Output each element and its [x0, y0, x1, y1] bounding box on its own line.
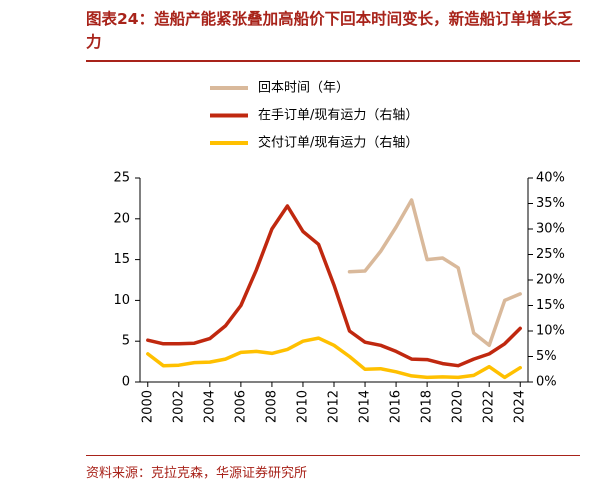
- x-tick-label: 2002: [171, 390, 186, 423]
- x-tick-label: 2018: [420, 390, 435, 423]
- y-tick-label: 20: [113, 211, 130, 226]
- y-tick-label: 10: [113, 293, 130, 308]
- y2-tick-label: 30%: [536, 222, 565, 237]
- y2-tick-label: 20%: [536, 273, 565, 288]
- legend-label: 交付订单/现有运力（右轴）: [258, 135, 418, 151]
- x-tick-label: 2006: [233, 390, 248, 423]
- x-tick-label: 2014: [358, 390, 373, 423]
- y-tick-label: 0: [122, 375, 130, 390]
- y2-tick-label: 0%: [536, 375, 557, 390]
- y2-tick-label: 10%: [536, 324, 565, 339]
- title-rule: [86, 60, 580, 62]
- y-tick-label: 25: [113, 171, 130, 186]
- y2-tick-label: 15%: [536, 298, 565, 313]
- y2-tick-label: 40%: [536, 171, 565, 186]
- x-tick-label: 2008: [264, 390, 279, 423]
- y2-tick-label: 5%: [536, 349, 557, 364]
- x-tick-label: 2024: [513, 390, 528, 423]
- x-tick-label: 2012: [327, 390, 342, 423]
- x-tick-label: 2020: [451, 390, 466, 423]
- source-note: 资料来源：克拉克森，华源证券研究所: [86, 466, 308, 481]
- legend-label: 回本时间（年）: [258, 81, 349, 96]
- x-tick-label: 2022: [482, 390, 497, 423]
- source-rule: [86, 455, 580, 456]
- series-line: [146, 204, 522, 368]
- y2-tick-label: 25%: [536, 247, 565, 262]
- y2-tick-label: 35%: [536, 196, 565, 211]
- x-tick-label: 2010: [295, 390, 310, 423]
- series-line: [347, 198, 522, 348]
- x-tick-label: 2016: [389, 390, 404, 423]
- x-tick-label: 2004: [202, 390, 217, 423]
- x-tick-label: 2000: [140, 390, 155, 423]
- chart-title: 图表24：造船产能紧张叠加高船价下回本时间变长，新造船订单增长乏力: [86, 10, 573, 51]
- legend-label: 在手订单/现有运力（右轴）: [258, 108, 418, 123]
- y-tick-label: 5: [122, 334, 130, 349]
- series-line: [146, 336, 522, 380]
- y-tick-label: 15: [113, 252, 130, 267]
